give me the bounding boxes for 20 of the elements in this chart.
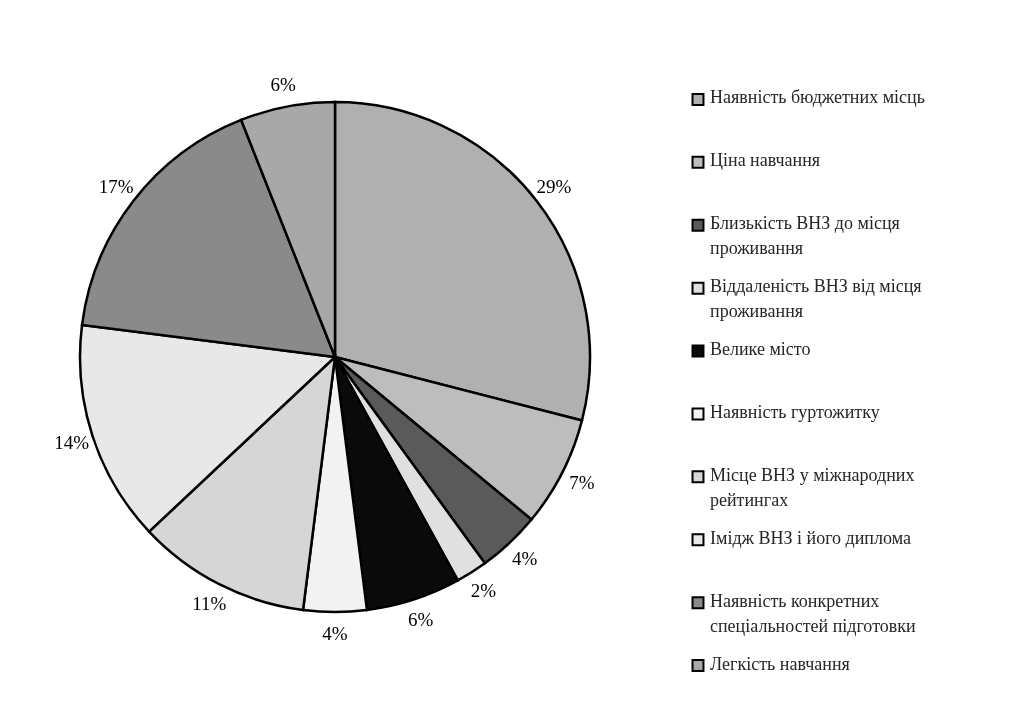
legend-label: Близькість ВНЗ до місця проживання — [710, 213, 900, 259]
legend-label: Віддаленість ВНЗ від місця проживання — [710, 276, 922, 322]
data-label: 17% — [98, 176, 134, 198]
legend-label: Місце ВНЗ у міжнародних рейтингах — [710, 464, 915, 510]
data-label: 7% — [569, 471, 595, 493]
legend-label: Ціна навчання — [710, 150, 821, 171]
legend-label: Наявність конкретних спеціальностей підготовки — [710, 590, 916, 636]
legend-label: Наявність бюджетних місць — [710, 87, 925, 108]
data-label: 6% — [270, 73, 296, 95]
data-label: 4% — [511, 547, 538, 569]
data-label: 6% — [407, 609, 434, 631]
legend-label: Наявність гуртожитку — [710, 401, 880, 422]
data-label: 11% — [192, 592, 227, 614]
data-label: 4% — [322, 623, 348, 644]
data-label: 29% — [536, 176, 572, 198]
data-label: 2% — [470, 579, 497, 601]
legend-label: Імідж ВНЗ і його диплома — [710, 527, 911, 548]
legend-label: Легкість навчання — [710, 653, 850, 674]
legend-label: Велике місто — [710, 339, 811, 360]
data-label: 14% — [54, 431, 90, 453]
